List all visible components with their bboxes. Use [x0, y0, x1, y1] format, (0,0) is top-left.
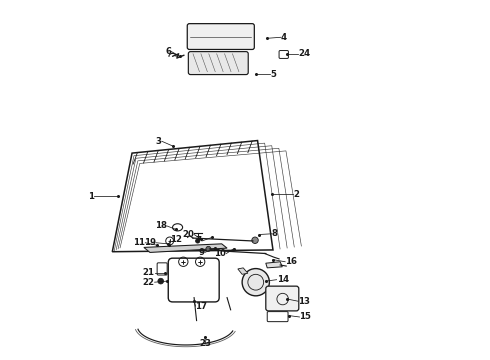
FancyBboxPatch shape [267, 312, 288, 321]
Text: 24: 24 [298, 49, 310, 58]
Text: 12: 12 [171, 235, 182, 244]
FancyBboxPatch shape [157, 263, 167, 275]
Circle shape [242, 269, 270, 296]
Text: 20: 20 [182, 230, 194, 239]
Circle shape [252, 237, 258, 243]
Text: 16: 16 [285, 257, 297, 266]
Circle shape [196, 239, 200, 243]
Text: 10: 10 [215, 249, 226, 258]
Text: 1: 1 [88, 192, 95, 201]
Polygon shape [144, 244, 227, 252]
Text: 21: 21 [143, 268, 155, 277]
Circle shape [158, 278, 164, 284]
Text: 2: 2 [294, 190, 299, 199]
Text: 5: 5 [270, 70, 276, 79]
Text: 22: 22 [143, 278, 155, 287]
FancyBboxPatch shape [266, 286, 299, 311]
Text: 8: 8 [272, 229, 278, 238]
FancyBboxPatch shape [187, 24, 254, 49]
Text: 19: 19 [144, 238, 156, 247]
Text: 11: 11 [133, 238, 146, 247]
Text: 15: 15 [299, 312, 311, 321]
Text: 18: 18 [155, 221, 167, 230]
Text: 7: 7 [196, 237, 202, 246]
FancyBboxPatch shape [279, 50, 289, 58]
Text: 9: 9 [199, 248, 205, 257]
Polygon shape [238, 268, 248, 274]
FancyBboxPatch shape [188, 51, 248, 75]
FancyBboxPatch shape [168, 258, 219, 302]
Text: 6: 6 [166, 47, 171, 56]
Text: 14: 14 [276, 275, 289, 284]
Text: 3: 3 [156, 137, 162, 146]
Text: 13: 13 [298, 297, 310, 306]
Text: 4: 4 [281, 33, 287, 42]
Text: 17: 17 [196, 302, 208, 311]
Circle shape [206, 246, 211, 251]
Polygon shape [266, 262, 282, 268]
Text: 23: 23 [199, 339, 212, 348]
